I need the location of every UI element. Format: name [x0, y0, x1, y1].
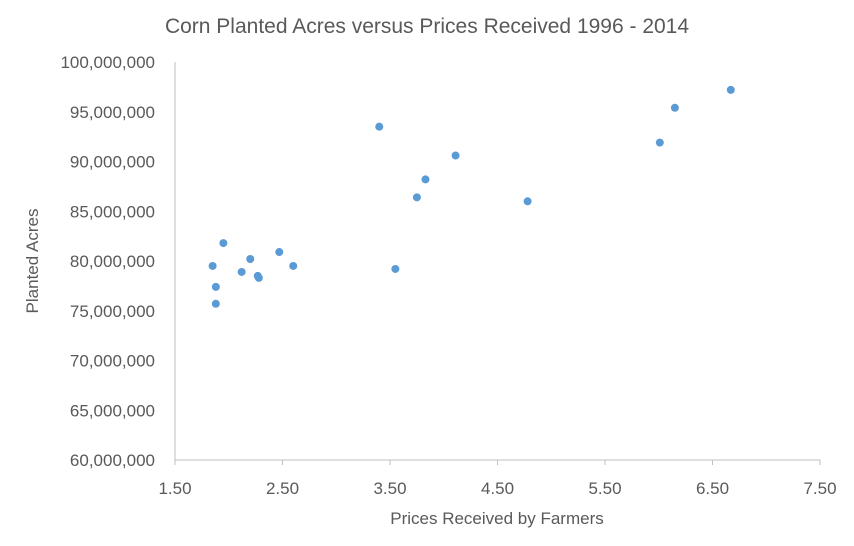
data-point	[275, 248, 284, 257]
data-point	[421, 175, 430, 184]
y-tick-label: 70,000,000	[70, 352, 155, 371]
data-point	[412, 193, 421, 202]
y-tick-label: 65,000,000	[70, 401, 155, 420]
data-point	[289, 261, 298, 270]
y-tick-label: 60,000,000	[70, 451, 155, 470]
y-axis-ticks: 60,000,000 65,000,000 70,000,000 75,000,000…	[60, 53, 155, 470]
data-point	[391, 264, 400, 273]
data-point	[523, 197, 532, 206]
data-point	[254, 273, 263, 282]
data-point	[726, 85, 735, 94]
x-tick-label: 4.50	[481, 479, 514, 498]
data-point	[670, 103, 679, 112]
x-axis-ticks: 1.50 2.50 3.50 4.50 5.50 6.50 7.50	[158, 460, 837, 498]
data-point	[246, 255, 255, 264]
y-tick-label: 100,000,000	[60, 53, 155, 72]
x-tick-label: 6.50	[696, 479, 729, 498]
data-point	[219, 239, 228, 248]
y-tick-label: 80,000,000	[70, 252, 155, 271]
data-point	[375, 122, 384, 131]
data-point	[655, 138, 664, 147]
x-tick-label: 7.50	[803, 479, 836, 498]
x-axis-title: Prices Received by Farmers	[390, 509, 604, 528]
data-point	[211, 299, 220, 308]
y-tick-label: 95,000,000	[70, 103, 155, 122]
data-points	[208, 85, 735, 308]
y-tick-label: 85,000,000	[70, 202, 155, 221]
chart-title: Corn Planted Acres versus Prices Receive…	[165, 15, 689, 38]
y-axis-title: Planted Acres	[23, 209, 42, 314]
data-point	[237, 267, 246, 276]
data-point	[211, 282, 220, 291]
x-tick-label: 3.50	[373, 479, 406, 498]
y-tick-label: 75,000,000	[70, 302, 155, 321]
x-tick-label: 2.50	[266, 479, 299, 498]
data-point	[451, 151, 460, 160]
y-tick-label: 90,000,000	[70, 153, 155, 172]
data-point	[208, 261, 217, 270]
x-tick-label: 1.50	[158, 479, 191, 498]
x-tick-label: 5.50	[588, 479, 621, 498]
